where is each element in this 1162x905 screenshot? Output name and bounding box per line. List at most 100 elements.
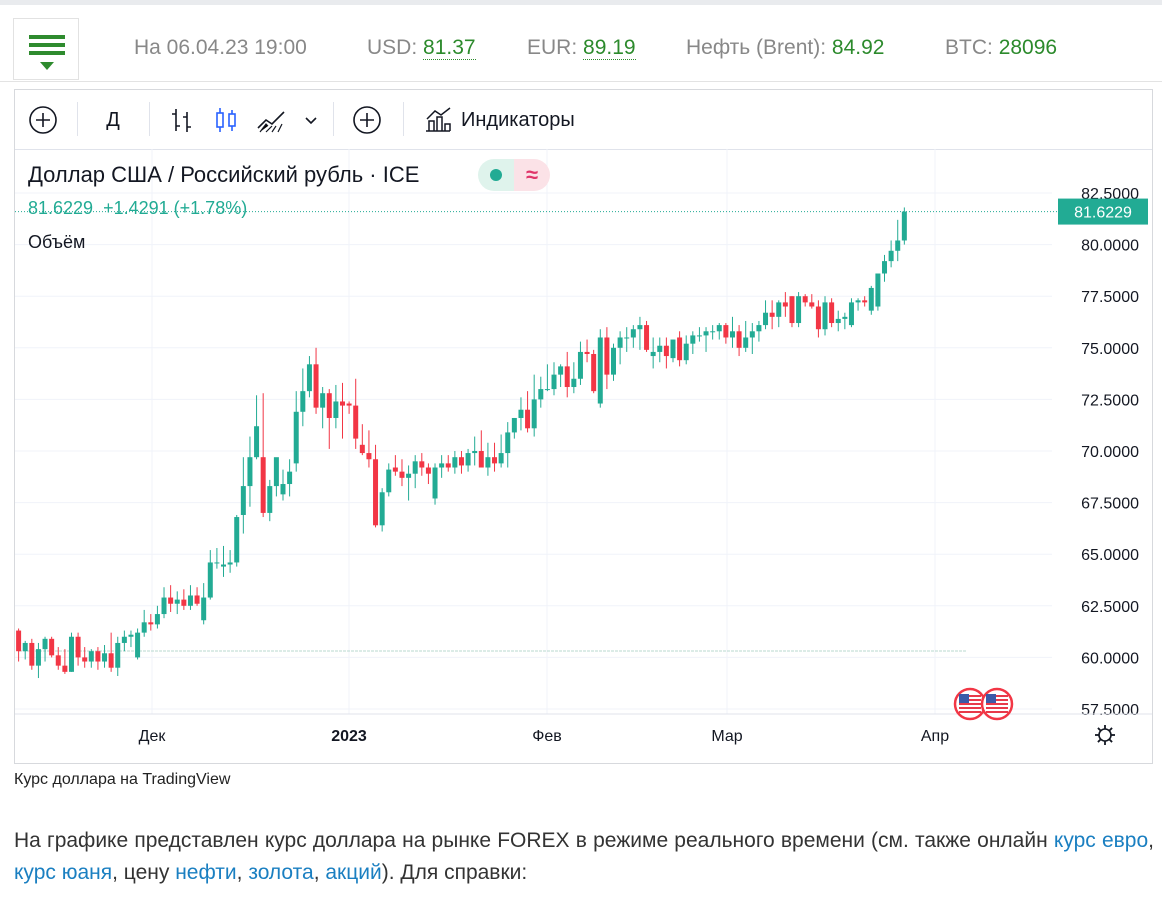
- candle-body: [769, 312, 775, 317]
- x-tick-label: Фев: [532, 728, 562, 745]
- rates-datetime: На 06.04.23 19:00: [134, 36, 307, 59]
- candle-body: [254, 426, 260, 458]
- candle-body: [630, 329, 636, 338]
- candle-body: [650, 351, 656, 357]
- menu-logo-button[interactable]: [13, 18, 79, 80]
- candle-body: [439, 463, 445, 468]
- rates-header: На 06.04.23 19:00 USD: 81.37 EUR: 89.19 …: [0, 5, 1162, 82]
- settings-gear-icon[interactable]: [1095, 725, 1115, 745]
- candle-body: [498, 453, 504, 464]
- candle-body: [29, 642, 35, 666]
- candle-body: [670, 339, 676, 359]
- candle-body: [458, 457, 464, 466]
- usd-value[interactable]: 81.37: [423, 36, 476, 60]
- candle-body: [267, 486, 273, 513]
- eur-value[interactable]: 89.19: [583, 36, 636, 60]
- candle-body: [518, 409, 524, 418]
- candle-body: [743, 337, 749, 348]
- candle-body: [842, 316, 848, 319]
- candle-body: [115, 642, 121, 668]
- candle-body: [181, 599, 187, 606]
- candle-body: [22, 642, 28, 652]
- toolbar-divider: [149, 102, 150, 136]
- candle-body: [280, 484, 286, 495]
- x-tick-label: 2023: [331, 728, 367, 745]
- candle-body: [802, 296, 808, 303]
- candle-body: [729, 331, 735, 338]
- link-stocks[interactable]: акций: [325, 861, 382, 884]
- candle-body: [789, 296, 795, 324]
- symbol-title[interactable]: Доллар США / Российский рубль · ICE: [28, 162, 420, 187]
- last-price: 81.6229: [28, 198, 94, 218]
- paragraph-text: ,: [1148, 829, 1154, 852]
- usd-rate[interactable]: USD: 81.37: [367, 36, 476, 60]
- y-tick-label: 60.0000: [1081, 650, 1139, 667]
- oil-label: Нефть (Brent):: [686, 36, 827, 59]
- candle-body: [544, 389, 550, 391]
- candle-body: [690, 335, 696, 344]
- candle-body: [531, 399, 537, 429]
- candle-body: [432, 467, 438, 499]
- candle-body: [564, 366, 570, 388]
- eur-rate[interactable]: EUR: 89.19: [527, 36, 636, 60]
- candle-body: [657, 345, 663, 352]
- candle-body: [313, 364, 319, 408]
- candle-body: [339, 401, 345, 406]
- btc-rate[interactable]: BTC: 28096: [945, 36, 1057, 60]
- indicators-button[interactable]: Индикаторы: [423, 104, 593, 136]
- candle-body: [221, 564, 227, 567]
- candle-body: [677, 337, 683, 361]
- link-oil[interactable]: нефти: [175, 861, 237, 884]
- candle-body: [121, 636, 127, 643]
- us-event-flag-icon[interactable]: [953, 687, 987, 721]
- candle-body: [868, 287, 874, 311]
- chart-style-dropdown[interactable]: [299, 104, 323, 136]
- paragraph-text: На графике представлен курс доллара на р…: [14, 829, 1054, 852]
- area-style-button[interactable]: [255, 104, 289, 136]
- candle-body: [511, 417, 517, 433]
- chart-toolbar: Д Индикаторы: [15, 90, 1152, 150]
- candle-body: [815, 306, 821, 330]
- interval-button[interactable]: Д: [97, 104, 129, 136]
- candle-body: [366, 453, 372, 460]
- candle-body: [82, 657, 88, 662]
- y-tick-label: 75.0000: [1081, 341, 1139, 358]
- y-tick-label: 57.5000: [1081, 702, 1139, 719]
- plus-circle-icon: [29, 106, 57, 134]
- y-tick-label: 80.0000: [1081, 238, 1139, 255]
- add-symbol-button[interactable]: [27, 104, 59, 136]
- candle-body: [49, 638, 55, 656]
- approx-indicator: ≈: [514, 159, 550, 191]
- candle-body: [551, 374, 557, 390]
- candles-style-button[interactable]: [211, 104, 241, 136]
- y-tick-label: 62.5000: [1081, 599, 1139, 616]
- candle-body: [128, 634, 134, 637]
- candle-body: [16, 630, 22, 652]
- market-open-indicator: [478, 159, 514, 191]
- candle-body: [848, 302, 854, 326]
- price-chart[interactable]: 82.500080.000077.500075.000072.500070.00…: [15, 149, 1152, 763]
- chevron-down-icon: [305, 117, 317, 125]
- link-euro[interactable]: курс евро: [1053, 829, 1149, 852]
- candle-body: [227, 562, 233, 565]
- candle-body: [287, 471, 293, 485]
- volume-label[interactable]: Объём: [28, 232, 86, 252]
- candle-body: [591, 353, 597, 392]
- candle-body: [571, 378, 577, 388]
- oil-rate[interactable]: Нефть (Brent): 84.92: [686, 36, 884, 60]
- us-event-flag-icon[interactable]: [980, 687, 1014, 721]
- compare-button[interactable]: [351, 104, 383, 136]
- bars-style-button[interactable]: [167, 104, 197, 136]
- candle-body: [882, 261, 888, 274]
- candle-body: [472, 451, 478, 454]
- candle-body: [168, 597, 174, 604]
- last-price-tag-label: 81.6229: [1074, 205, 1132, 222]
- candle-body: [201, 597, 207, 621]
- candle-body: [452, 457, 458, 468]
- chart-credit[interactable]: Курс доллара на TradingView: [14, 771, 231, 788]
- candle-body: [617, 337, 623, 348]
- link-gold[interactable]: золота: [248, 861, 314, 884]
- candle-body: [855, 300, 861, 303]
- market-status-pill[interactable]: ≈: [478, 159, 550, 191]
- link-yuan[interactable]: курс юаня: [14, 861, 113, 884]
